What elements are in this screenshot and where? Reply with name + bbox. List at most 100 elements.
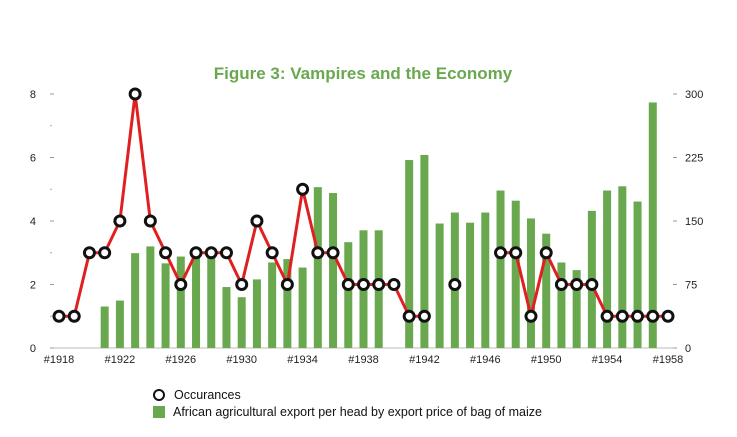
x-axis-tick-label: #1918 bbox=[44, 354, 75, 366]
bar bbox=[146, 246, 155, 348]
data-point bbox=[357, 278, 370, 291]
bar bbox=[344, 242, 353, 348]
left-axis-tick-label: 2 bbox=[30, 280, 36, 292]
bar bbox=[222, 287, 231, 348]
bar bbox=[435, 223, 444, 348]
x-axis-tick-label: #1938 bbox=[348, 354, 379, 366]
left-axis-tick-label: 0 bbox=[30, 343, 36, 355]
bar bbox=[115, 300, 124, 348]
data-point bbox=[143, 214, 157, 228]
x-axis-tick-label: #1958 bbox=[653, 354, 684, 366]
data-point bbox=[82, 246, 96, 260]
bar bbox=[252, 279, 261, 348]
data-point bbox=[554, 278, 568, 291]
bar bbox=[237, 297, 246, 348]
right-axis-tick-label: 300 bbox=[685, 89, 703, 101]
x-axis-tick-label: #1954 bbox=[592, 354, 623, 366]
bar bbox=[313, 187, 322, 348]
x-axis-tick-label: #1934 bbox=[287, 354, 318, 366]
bar bbox=[481, 212, 490, 348]
x-axis-tick-label: #1922 bbox=[105, 354, 136, 366]
data-point bbox=[585, 278, 599, 291]
bar bbox=[207, 252, 216, 348]
bar-series bbox=[100, 102, 657, 348]
bar bbox=[618, 186, 627, 348]
data-point bbox=[494, 246, 508, 260]
data-point bbox=[296, 182, 310, 196]
x-axis-tick-label: #1946 bbox=[470, 354, 501, 366]
data-point bbox=[615, 309, 629, 323]
legend-item-exports: African agricultural export per head by … bbox=[153, 404, 542, 419]
bar bbox=[283, 259, 292, 348]
data-point bbox=[509, 246, 523, 260]
chart-title: Figure 3: Vampires and the Economy bbox=[214, 64, 513, 83]
line-points bbox=[52, 87, 675, 323]
data-point bbox=[661, 309, 675, 323]
bar bbox=[329, 193, 338, 348]
data-point bbox=[524, 309, 538, 323]
data-point bbox=[235, 278, 249, 291]
right-axis-tick-label: 225 bbox=[685, 153, 703, 165]
bar bbox=[633, 201, 642, 348]
data-point bbox=[280, 278, 294, 291]
series-line-occurances bbox=[500, 251, 668, 318]
legend-label-occurances: Occurances bbox=[174, 387, 241, 402]
legend-label-exports: African agricultural export per head by … bbox=[173, 404, 542, 419]
data-point bbox=[539, 246, 553, 260]
data-point bbox=[311, 246, 325, 260]
legend-item-occurances: Occurances bbox=[153, 387, 542, 402]
bar bbox=[100, 306, 109, 348]
legend-swatch-bar-icon bbox=[153, 405, 165, 418]
legend: Occurances African agricultural export p… bbox=[153, 387, 542, 421]
data-point bbox=[265, 246, 279, 260]
x-axis-tick-label: #1950 bbox=[531, 354, 562, 366]
data-point bbox=[372, 278, 386, 291]
data-point bbox=[402, 309, 416, 323]
data-point bbox=[387, 278, 401, 291]
bar bbox=[466, 222, 475, 348]
left-axis-tick-label: 8 bbox=[30, 89, 36, 101]
data-point bbox=[159, 246, 173, 260]
bar bbox=[161, 263, 170, 348]
data-point bbox=[570, 278, 584, 291]
data-point bbox=[174, 278, 188, 291]
bar bbox=[298, 267, 307, 348]
x-axis-tick-label: #1930 bbox=[226, 354, 257, 366]
legend-marker-circle-icon bbox=[153, 388, 165, 401]
data-point bbox=[600, 309, 614, 323]
bar bbox=[268, 262, 277, 348]
bar bbox=[542, 233, 551, 348]
chart: Figure 3: Vampires and the Economy 0 2 4 6 8… bbox=[30, 64, 703, 366]
bar bbox=[420, 154, 429, 348]
data-point bbox=[67, 309, 81, 323]
data-point bbox=[204, 246, 218, 260]
data-point bbox=[326, 246, 340, 260]
bar bbox=[405, 160, 414, 348]
data-point bbox=[113, 214, 127, 228]
chart-axes: 0 2 4 6 8 0 75 150 225 300 #1918 #1922 #1926 #1930 #19… bbox=[30, 89, 703, 366]
data-point bbox=[448, 278, 462, 291]
data-point bbox=[52, 309, 66, 323]
right-axis-tick-label: 75 bbox=[685, 280, 697, 292]
bar bbox=[176, 256, 185, 348]
right-axis-tick-label: 150 bbox=[685, 216, 703, 228]
bar bbox=[496, 190, 505, 348]
left-axis-tick-label: 4 bbox=[30, 216, 36, 228]
data-point bbox=[646, 309, 660, 323]
bar bbox=[131, 253, 140, 348]
data-point bbox=[417, 309, 431, 323]
bar bbox=[572, 270, 581, 348]
x-axis-tick-label: #1942 bbox=[409, 354, 440, 366]
data-point bbox=[341, 278, 355, 291]
data-point bbox=[631, 309, 645, 323]
right-axis-tick-label: 0 bbox=[685, 343, 691, 355]
data-point bbox=[128, 87, 142, 101]
bar bbox=[192, 252, 201, 348]
bar bbox=[557, 262, 566, 348]
bar bbox=[603, 190, 612, 348]
bar bbox=[648, 102, 657, 348]
data-point bbox=[98, 246, 112, 260]
data-point bbox=[250, 214, 264, 228]
data-point bbox=[219, 246, 233, 260]
bar bbox=[526, 218, 535, 348]
